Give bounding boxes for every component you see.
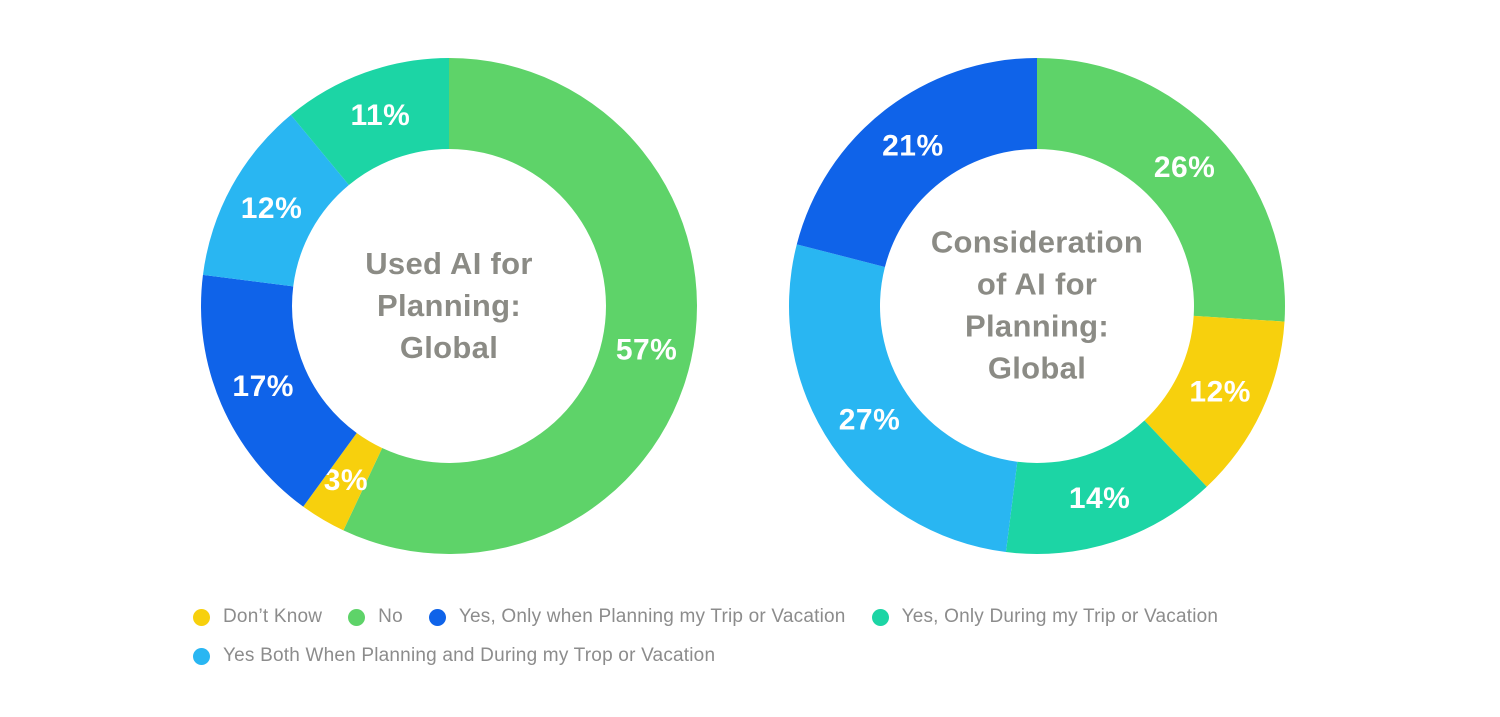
donut-chart-used-ai-for-planning: 57% 3% 17% 12% 11% Used AI for Planning: Glo… xyxy=(194,51,704,561)
legend-color-dot xyxy=(348,608,366,626)
legend-label: Yes, Only During my Trip or Vacation xyxy=(901,606,1219,627)
legend-color-dot xyxy=(428,608,446,626)
legend-label: Yes, Only when Planning my Trip or Vacat… xyxy=(458,606,846,627)
slice-percent-label: 27% xyxy=(839,403,901,436)
slice-percent-label: 12% xyxy=(1189,376,1251,409)
donut-slice xyxy=(788,244,1018,553)
legend-label: Yes Both When Planning and During my Tro… xyxy=(223,645,716,666)
chart-title-line: Global xyxy=(987,351,1087,387)
slice-percent-label: 26% xyxy=(1154,151,1216,184)
legend-item-yes-both: Yes Both When Planning and During my Tro… xyxy=(193,645,715,667)
donut-svg-consideration-ai: 26% 12% 14% 27% 21% xyxy=(788,58,1285,554)
chart-title-used-ai-for-planning: Used AI for Planning: Global xyxy=(299,243,599,369)
legend-color-dot xyxy=(193,647,210,665)
legend-color-dot xyxy=(871,608,889,626)
legend-label: No xyxy=(378,606,403,627)
legend-item-yes-only-when-planning: Yes, Only when Planning my Trip or Vacat… xyxy=(428,606,846,628)
donut-svg-used-ai: 57% 3% 17% 12% 11% xyxy=(201,58,697,554)
legend-item-yes-only-during: Yes, Only During my Trip or Vacation xyxy=(871,606,1219,628)
legend-item-no: No xyxy=(348,606,403,628)
legend-label: Don’t Know xyxy=(223,606,323,627)
slice-percent-label: 3% xyxy=(324,464,368,497)
donut-slice xyxy=(1037,58,1285,322)
donut-slice xyxy=(290,58,449,186)
donut-slice xyxy=(1005,420,1207,554)
chart-title-line: Planning: xyxy=(377,287,521,323)
legend-item-dont-know: Don’t Know xyxy=(193,606,322,628)
legend-color-dot xyxy=(193,608,210,626)
slice-percent-label: 21% xyxy=(882,130,944,163)
donut-slice xyxy=(1144,315,1285,487)
legend-row-2: Yes Both When Planning and During my Tro… xyxy=(193,645,1343,667)
donut-slice xyxy=(343,58,697,554)
donut-slice xyxy=(202,114,349,287)
chart-title-line: Global xyxy=(399,330,499,366)
legend-row-1: Don’t Know No Yes, Only when Planning my… xyxy=(193,606,1343,628)
slice-percent-label: 12% xyxy=(241,192,303,225)
chart-title-line: of AI for xyxy=(976,266,1098,302)
chart-title-line: Planning: xyxy=(965,309,1109,344)
chart-title-line: Consideration xyxy=(930,224,1144,260)
donut-slice xyxy=(796,58,1037,267)
chart-title-line: Used AI for xyxy=(365,245,533,281)
slice-percent-label: 11% xyxy=(350,99,410,132)
donut-chart-consideration-of-ai: 26% 12% 14% 27% 21% Consideration of AI for … xyxy=(782,51,1292,561)
donut-slice xyxy=(201,274,357,507)
slice-percent-label: 14% xyxy=(1069,482,1131,515)
donut-slice xyxy=(303,433,383,531)
slice-percent-label: 57% xyxy=(616,334,678,367)
slice-percent-label: 17% xyxy=(232,370,294,403)
chart-title-consideration-of-ai: Consideration of AI for Planning: Global xyxy=(887,222,1187,391)
legend: Don’t Know No Yes, Only when Planning my… xyxy=(193,606,1343,684)
